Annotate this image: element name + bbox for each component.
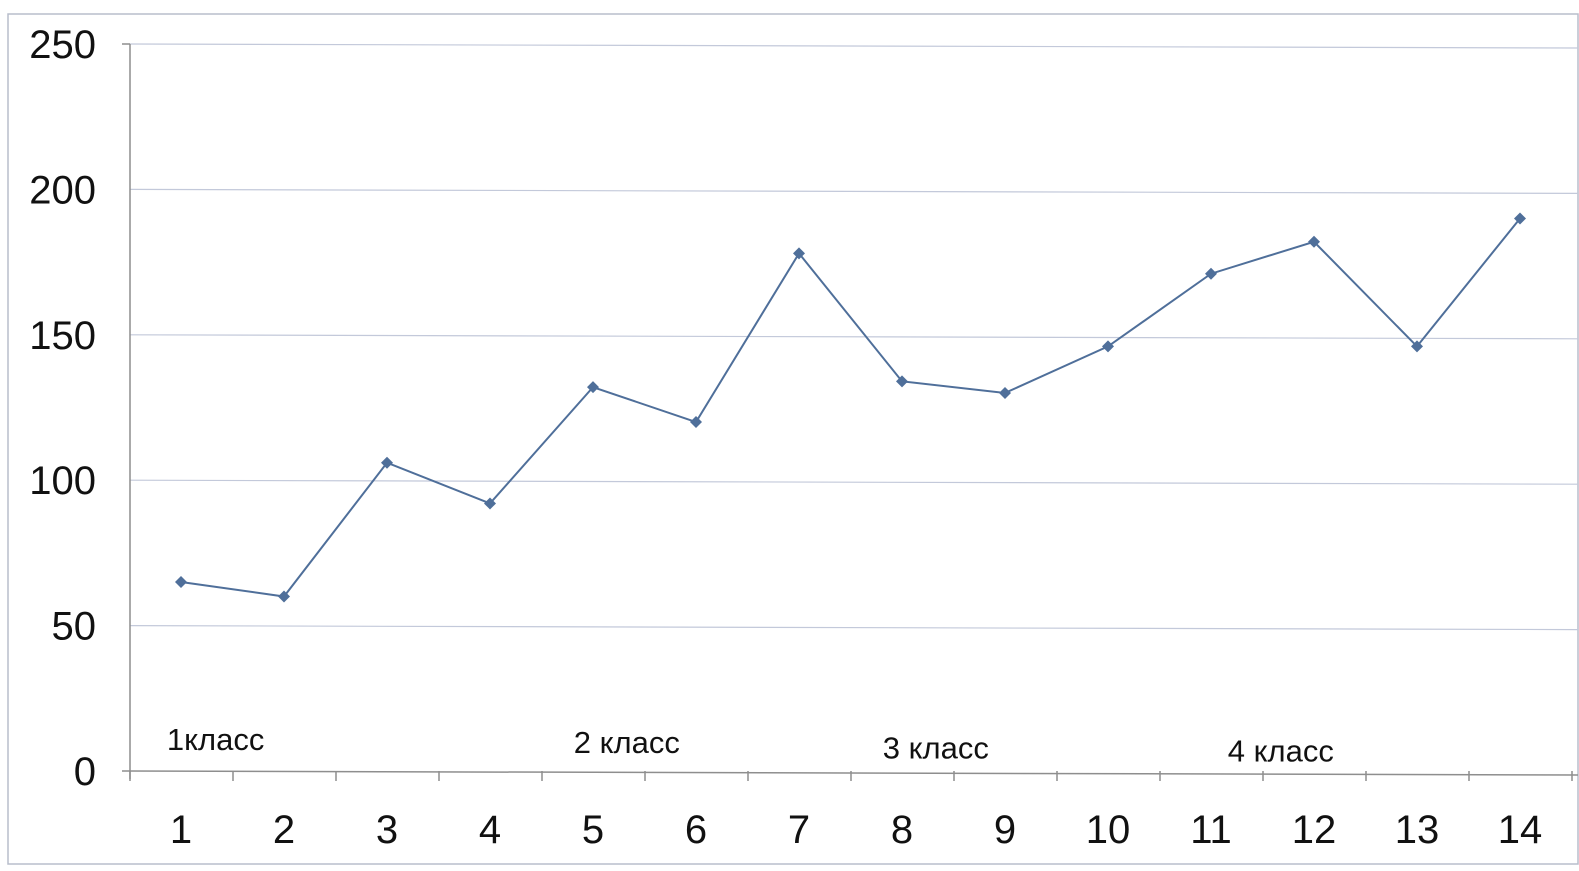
data-point: [278, 590, 290, 603]
x-tick-label: 4: [479, 808, 501, 852]
annotation-label: 2 класс: [574, 725, 680, 760]
gridline: [129, 334, 1579, 340]
x-tick-label: 5: [582, 808, 604, 852]
data-point: [175, 575, 187, 588]
data-point: [1514, 212, 1526, 225]
data-point: [690, 416, 702, 429]
x-axis-tick-labels: 1 2 3 4 5 6 7 8 9 10 11 12 13 14: [170, 808, 1542, 852]
y-tick-label: 100: [29, 459, 96, 503]
annotation-label: 3 класс: [883, 731, 989, 766]
y-axis-tick-labels: 0 50 100 150 200 250: [29, 23, 96, 794]
x-axis-line: [121, 770, 1579, 776]
y-tick-label: 250: [29, 23, 96, 67]
data-point: [1205, 267, 1217, 280]
x-tick-label: 3: [376, 808, 398, 852]
data-point: [381, 456, 393, 469]
y-tick-label: 200: [29, 168, 96, 212]
data-point: [1411, 340, 1423, 353]
x-tick-label: 7: [788, 808, 810, 852]
x-tick-label: 9: [994, 808, 1016, 852]
x-tick-label: 2: [273, 808, 295, 852]
class-annotations: 1класс 2 класс 3 класс 4 класс: [167, 722, 1334, 769]
x-tick-label: 14: [1498, 808, 1543, 852]
gridlines: [129, 43, 1579, 631]
chart-frame: [7, 13, 1579, 865]
gridline: [129, 624, 1579, 631]
series-line-group: [175, 212, 1526, 603]
x-tick-label: 10: [1086, 808, 1131, 852]
data-point: [793, 247, 805, 260]
data-point: [1308, 235, 1320, 248]
annotation-label: 4 класс: [1228, 734, 1334, 769]
data-point: [1102, 340, 1114, 353]
data-point: [484, 497, 496, 510]
gridline: [129, 43, 1579, 49]
x-tick-label: 6: [685, 808, 707, 852]
data-point: [896, 375, 908, 388]
annotation-label: 1класс: [167, 722, 264, 757]
y-tick-label: 50: [52, 605, 97, 649]
axes: [121, 43, 1579, 781]
x-tick-label: 12: [1292, 808, 1337, 852]
series-line: [180, 217, 1521, 598]
x-tick-label: 11: [1190, 808, 1232, 852]
x-tick-label: 8: [891, 808, 913, 852]
data-point: [999, 386, 1011, 399]
x-tick-label: 13: [1395, 808, 1440, 852]
y-tick-label: 0: [74, 750, 96, 794]
x-tick-label: 1: [170, 808, 192, 852]
gridline: [129, 479, 1579, 485]
data-point: [587, 381, 599, 394]
gridline: [129, 188, 1579, 194]
y-tick-label: 150: [29, 314, 96, 358]
